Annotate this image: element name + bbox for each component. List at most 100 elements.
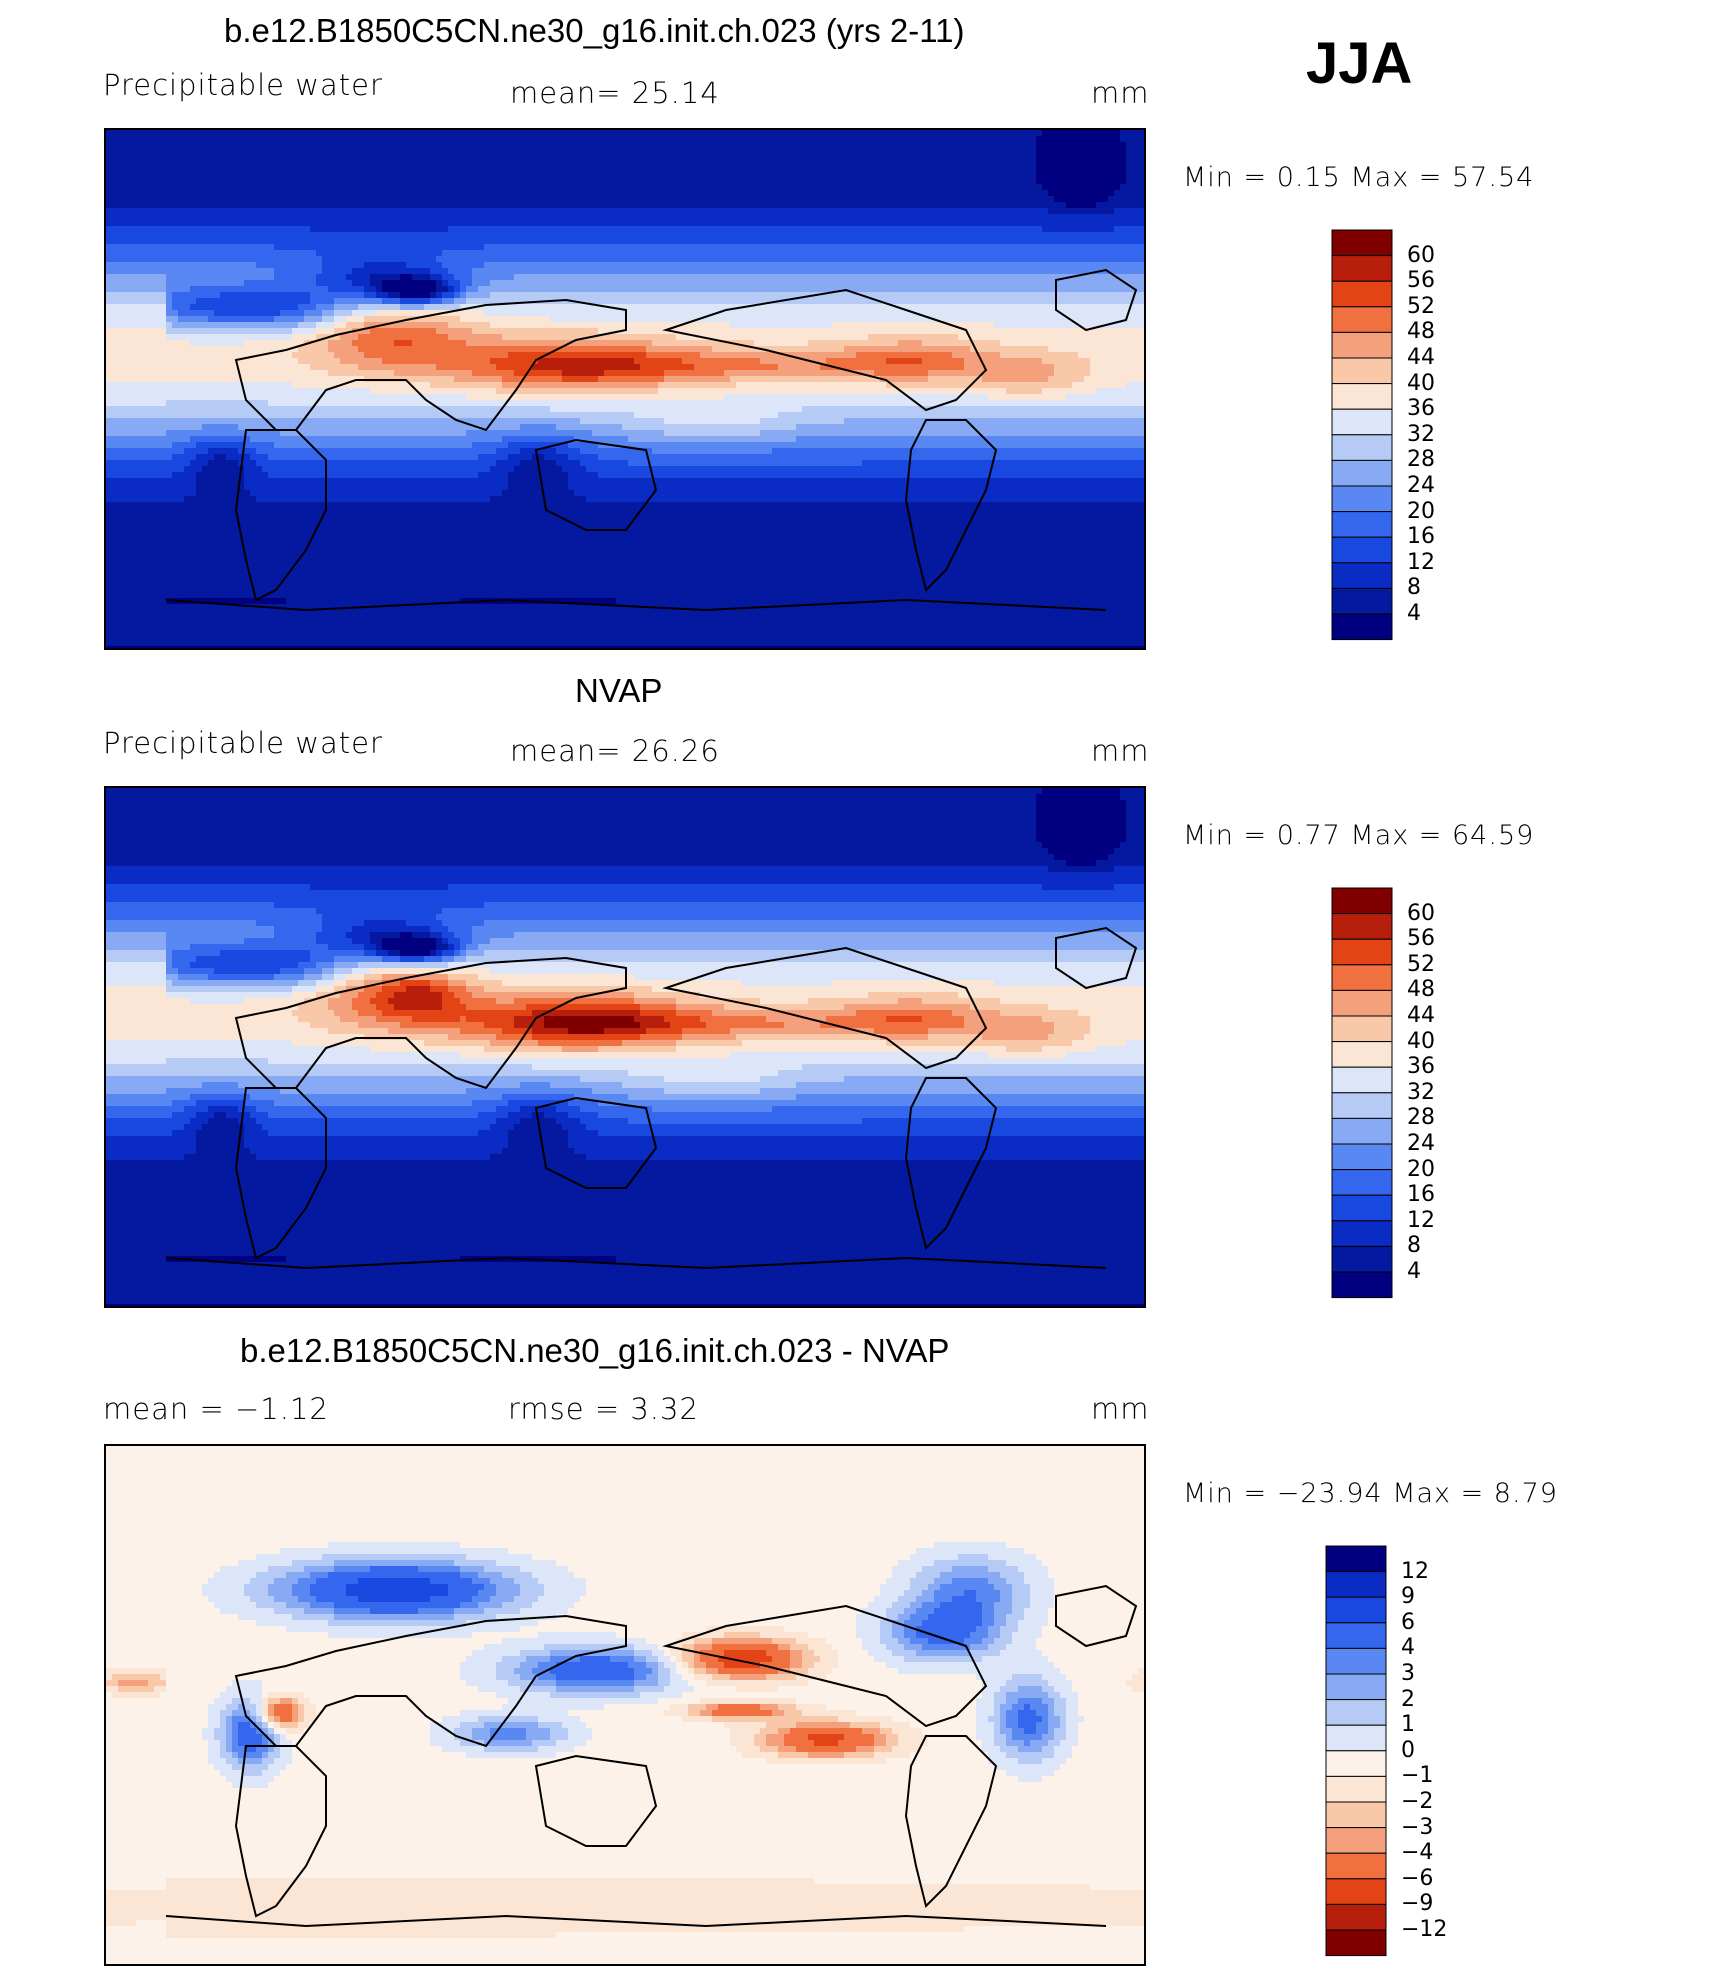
panel-2-title: NVAP bbox=[575, 672, 662, 710]
colorbar-swatch bbox=[1325, 1647, 1387, 1675]
panel-1-map bbox=[104, 128, 1146, 650]
colorbar-tick-label: 9 bbox=[1401, 1584, 1415, 1609]
colorbar-tick-label: 16 bbox=[1407, 524, 1435, 549]
colorbar-swatch bbox=[1325, 1929, 1387, 1957]
panel-1-map-svg bbox=[106, 130, 1144, 648]
colorbar-swatch bbox=[1331, 1117, 1393, 1145]
colorbar-tick-label: 12 bbox=[1401, 1559, 1429, 1584]
colorbar-tick-label: 36 bbox=[1407, 1054, 1435, 1079]
colorbar-swatch bbox=[1331, 511, 1393, 538]
colorbar-tick-label: 36 bbox=[1407, 396, 1435, 421]
colorbar-svg bbox=[1325, 1545, 1387, 1957]
colorbar-swatch bbox=[1331, 383, 1393, 410]
colorbar-tick-label: 8 bbox=[1407, 575, 1421, 600]
colorbar-tick-label: 56 bbox=[1407, 268, 1435, 293]
colorbar-swatch bbox=[1331, 229, 1393, 257]
colorbar-swatch bbox=[1331, 1169, 1393, 1196]
panel-3-colorbar: 12 9 6 4 3 2 1 0 −1 −2 −3 −4 −6 −9 −12 bbox=[1325, 1545, 1447, 1962]
panel-3-minmax: Min = −23.94 Max = 8.79 bbox=[1183, 1478, 1558, 1509]
colorbar-tick-label: 52 bbox=[1407, 952, 1435, 977]
colorbar-swatch bbox=[1331, 913, 1393, 940]
colorbar-swatch bbox=[1325, 1571, 1387, 1598]
panel-1-variable-label: Precipitable water bbox=[103, 68, 383, 102]
colorbar-tick-label: 16 bbox=[1407, 1182, 1435, 1207]
colorbar-swatch bbox=[1331, 1143, 1393, 1171]
colorbar-tick-label: 48 bbox=[1407, 977, 1435, 1002]
season-label: JJA bbox=[1306, 30, 1412, 97]
colorbar-tick-label: 32 bbox=[1407, 1080, 1435, 1105]
colorbar-tick-label: 60 bbox=[1407, 243, 1435, 268]
panel-3-rmse-label: rmse = 3.32 bbox=[508, 1392, 699, 1426]
colorbar-tick-label: 0 bbox=[1401, 1738, 1415, 1763]
colorbar-svg bbox=[1331, 229, 1393, 641]
colorbar-swatch bbox=[1331, 562, 1393, 589]
panel-1-minmax: Min = 0.15 Max = 57.54 bbox=[1183, 162, 1534, 193]
colorbar-tick-label: 6 bbox=[1401, 1610, 1415, 1635]
colorbar-swatch bbox=[1325, 1699, 1387, 1726]
colorbar-tick-label: 56 bbox=[1407, 926, 1435, 951]
panel-2-mean-label: mean= 26.26 bbox=[510, 734, 720, 768]
colorbar-tick-label: 8 bbox=[1407, 1233, 1421, 1258]
colorbar-tick-label: 40 bbox=[1407, 1029, 1435, 1054]
colorbar-swatch bbox=[1331, 536, 1393, 564]
colorbar-swatch bbox=[1325, 1545, 1387, 1573]
panel-3-map-svg bbox=[106, 1446, 1144, 1964]
colorbar-tick-label: −9 bbox=[1401, 1891, 1433, 1916]
colorbar-tick-label: −2 bbox=[1401, 1789, 1433, 1814]
panel-1-title: b.e12.B1850C5CN.ne30_g16.init.ch.023 (yr… bbox=[224, 12, 965, 50]
colorbar-tick-label: −3 bbox=[1401, 1815, 1433, 1840]
colorbar-tick-label: 28 bbox=[1407, 447, 1435, 472]
colorbar-tick-label: 4 bbox=[1401, 1635, 1415, 1660]
colorbar-swatch bbox=[1331, 587, 1393, 615]
colorbar-tick-label: 48 bbox=[1407, 319, 1435, 344]
panel-2-variable-label: Precipitable water bbox=[103, 726, 383, 760]
colorbar-swatch bbox=[1325, 1827, 1387, 1854]
colorbar-swatch bbox=[1325, 1903, 1387, 1931]
colorbar-swatch bbox=[1331, 1015, 1393, 1043]
colorbar-tick-label: 1 bbox=[1401, 1712, 1415, 1737]
panel-2-map bbox=[104, 786, 1146, 1308]
colorbar-swatch bbox=[1331, 887, 1393, 915]
panel-3-mean-label: mean = −1.12 bbox=[103, 1392, 329, 1426]
colorbar-swatch bbox=[1325, 1878, 1387, 1905]
colorbar-tick-label: 12 bbox=[1407, 1208, 1435, 1233]
panel-3-units-label: mm bbox=[1091, 1392, 1150, 1426]
colorbar-swatch bbox=[1325, 1801, 1387, 1829]
colorbar-tick-label: 4 bbox=[1407, 1259, 1421, 1284]
colorbar-tick-label: −1 bbox=[1401, 1763, 1433, 1788]
colorbar-swatch bbox=[1325, 1852, 1387, 1880]
panel-3-map bbox=[104, 1444, 1146, 1966]
colorbar-swatch bbox=[1325, 1622, 1387, 1649]
colorbar-swatch bbox=[1331, 459, 1393, 487]
colorbar-tick-label: 4 bbox=[1407, 601, 1421, 626]
colorbar-swatch bbox=[1325, 1673, 1387, 1701]
colorbar-tick-label: 20 bbox=[1407, 1157, 1435, 1182]
colorbar-tick-label: 44 bbox=[1407, 345, 1435, 370]
colorbar-swatch bbox=[1325, 1724, 1387, 1752]
colorbar-swatch bbox=[1331, 1245, 1393, 1273]
colorbar-tick-label: 24 bbox=[1407, 473, 1435, 498]
colorbar-tick-label: 12 bbox=[1407, 550, 1435, 575]
colorbar-tick-label: 20 bbox=[1407, 499, 1435, 524]
colorbar-swatch bbox=[1331, 1066, 1393, 1094]
colorbar-tick-label: 3 bbox=[1401, 1661, 1415, 1686]
panel-2-colorbar: 60 56 52 48 44 40 36 32 28 24 20 16 12 8 4 bbox=[1331, 887, 1435, 1304]
colorbar-tick-label: 44 bbox=[1407, 1003, 1435, 1028]
panel-1-units-label: mm bbox=[1091, 76, 1150, 110]
colorbar-swatch bbox=[1331, 255, 1393, 282]
colorbar-tick-label: 40 bbox=[1407, 371, 1435, 396]
colorbar-swatch bbox=[1331, 613, 1393, 641]
colorbar-swatch bbox=[1325, 1596, 1387, 1624]
panel-1-mean-label: mean= 25.14 bbox=[510, 76, 720, 110]
colorbar-tick-label: 60 bbox=[1407, 901, 1435, 926]
colorbar-swatch bbox=[1331, 938, 1393, 966]
panel-1-colorbar: 60 56 52 48 44 40 36 32 28 24 20 16 12 8 4 bbox=[1331, 229, 1435, 646]
colorbar-swatch bbox=[1331, 331, 1393, 359]
panel-3-title: b.e12.B1850C5CN.ne30_g16.init.ch.023 - N… bbox=[240, 1332, 949, 1370]
colorbar-swatch bbox=[1331, 989, 1393, 1017]
colorbar-svg bbox=[1331, 887, 1393, 1299]
colorbar-swatch bbox=[1331, 1194, 1393, 1222]
colorbar-swatch bbox=[1331, 1092, 1393, 1119]
colorbar-swatch bbox=[1331, 280, 1393, 308]
colorbar-tick-label: 24 bbox=[1407, 1131, 1435, 1156]
